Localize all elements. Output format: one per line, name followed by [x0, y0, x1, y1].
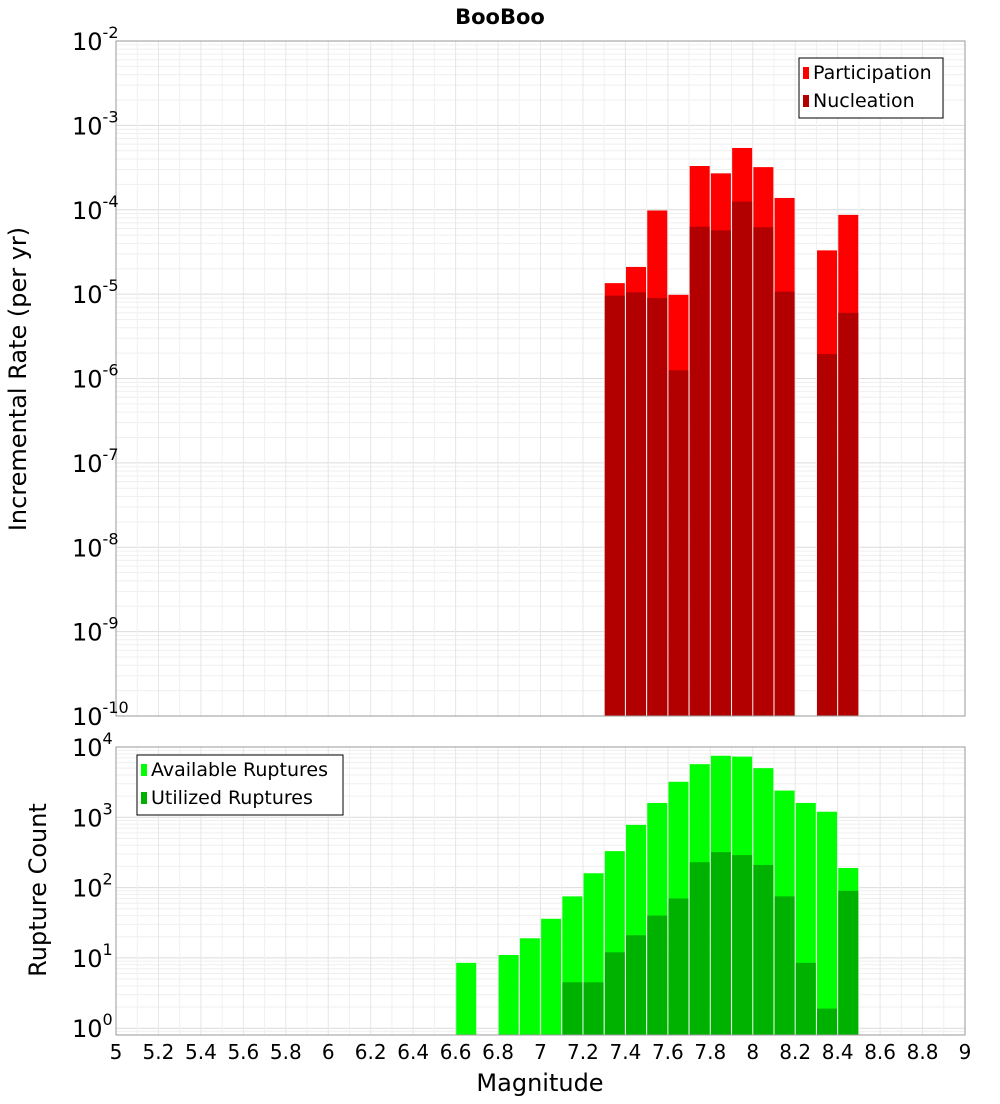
top-bar-nucleation [817, 354, 838, 716]
x-tick-label: 7.4 [609, 1040, 641, 1064]
top-y-tick-label: 10-8 [72, 529, 119, 562]
top-bar-nucleation [689, 226, 710, 716]
x-tick-label: 6.4 [397, 1040, 429, 1064]
bottom-y-tick-label: 104 [72, 729, 113, 762]
bottom-bar-utilized-ruptures [562, 982, 583, 1035]
x-axis-label: Magnitude [476, 1069, 603, 1097]
bottom-legend-box [136, 754, 344, 816]
legend-swatch [141, 764, 147, 776]
x-tick-label: 5 [110, 1040, 123, 1064]
bottom-bar-available-ruptures [456, 962, 477, 1035]
bottom-bar-utilized-ruptures [753, 864, 774, 1035]
bottom-plot-frame [115, 746, 966, 1036]
legend-label: Utilized Ruptures [151, 787, 313, 809]
top-bar-nucleation [838, 312, 859, 716]
x-tick-label: 8.4 [822, 1040, 854, 1064]
bottom-y-tick-label: 102 [72, 870, 113, 903]
x-tick-label: 7.8 [694, 1040, 726, 1064]
top-grid [115, 40, 966, 717]
top-bar-nucleation [626, 292, 647, 716]
x-tick-label: 9 [959, 1040, 972, 1064]
bottom-bar-utilized-ruptures [795, 962, 816, 1035]
x-tick-label: 5.4 [185, 1040, 217, 1064]
top-y-axis-label: Incremental Rate (per yr) [4, 227, 32, 531]
legend-swatch [141, 792, 147, 804]
top-legend-box [798, 57, 944, 119]
x-tick-label: 8 [746, 1040, 759, 1064]
bottom-y-tick-label: 100 [72, 1010, 113, 1043]
top-y-tick-label: 10-6 [72, 361, 119, 394]
top-y-tick-label: 10-7 [72, 445, 119, 478]
top-bar-nucleation [732, 201, 753, 716]
legend-label: Nucleation [813, 90, 915, 112]
bottom-bar-available-ruptures [498, 954, 519, 1035]
bottom-plot: 100 101 102 103 104 5 5.2 5.4 5.6 5.8 6 6.2 6.4 6.6 6.… [72, 729, 971, 1064]
x-tick-label: 8.8 [907, 1040, 939, 1064]
legend-swatch [803, 95, 809, 107]
x-tick-label: 7.2 [567, 1040, 599, 1064]
top-y-tick-label: 10-10 [72, 698, 129, 731]
top-y-tick-label: 10-5 [72, 276, 119, 309]
bottom-bar-available-ruptures [541, 918, 562, 1035]
x-tick-label: 8.2 [779, 1040, 811, 1064]
top-bar-nucleation [604, 295, 625, 716]
bottom-bar-utilized-ruptures [647, 915, 668, 1035]
bottom-y-axis-label: Rupture Count [24, 803, 52, 977]
top-plot: 10-10 10-9 10-8 10-7 10-6 10-5 10-4 10-3 10-2 Par… [72, 23, 966, 731]
top-y-tick-label: 10-3 [72, 107, 119, 140]
legend-label: Available Ruptures [151, 759, 328, 781]
bottom-bar-utilized-ruptures [710, 852, 731, 1035]
x-tick-label: 6.2 [355, 1040, 387, 1064]
bottom-bar-utilized-ruptures [689, 862, 710, 1035]
x-tick-label: 7 [534, 1040, 547, 1064]
bottom-bar-utilized-ruptures [838, 890, 859, 1035]
top-legend: Participation Nucleation [798, 57, 944, 119]
x-tick-label: 6 [322, 1040, 335, 1064]
x-tick-label: 6.8 [482, 1040, 514, 1064]
bottom-bar-utilized-ruptures [583, 982, 604, 1035]
x-tick-label: 5.2 [143, 1040, 175, 1064]
bottom-bar-utilized-ruptures [604, 952, 625, 1035]
x-tick-label: 5.8 [270, 1040, 302, 1064]
top-bars [604, 147, 859, 717]
bottom-bar-utilized-ruptures [817, 1008, 838, 1035]
x-tick-label: 8.6 [864, 1040, 896, 1064]
bottom-bars [456, 755, 859, 1035]
top-bar-nucleation [710, 230, 731, 716]
legend-label: Participation [813, 62, 932, 84]
top-bar-nucleation [753, 227, 774, 716]
x-tick-label: 6.6 [440, 1040, 472, 1064]
top-y-tick-labels: 10-10 10-9 10-8 10-7 10-6 10-5 10-4 10-3 10-2 [72, 23, 129, 731]
top-bar-nucleation [668, 370, 689, 716]
x-tick-label: 7.6 [652, 1040, 684, 1064]
bottom-x-tick-labels: 5 5.2 5.4 5.6 5.8 6 6.2 6.4 6.6 6.8 7 7.2 7.4 7.6 7.8 8… [110, 1040, 972, 1064]
bottom-y-tick-labels: 100 101 102 103 104 [72, 729, 113, 1043]
bottom-bar-utilized-ruptures [626, 935, 647, 1035]
bottom-bar-utilized-ruptures [668, 898, 689, 1035]
bottom-bar-utilized-ruptures [774, 896, 795, 1035]
legend-swatch [803, 67, 809, 79]
top-y-tick-label: 10-4 [72, 192, 119, 225]
top-bar-nucleation [647, 297, 668, 716]
top-plot-frame [115, 40, 966, 717]
top-bar-nucleation [774, 291, 795, 716]
bottom-y-tick-label: 103 [72, 799, 113, 832]
bottom-bar-available-ruptures [519, 938, 540, 1035]
bottom-legend: Available Ruptures Utilized Ruptures [136, 754, 344, 816]
bottom-bar-utilized-ruptures [732, 855, 753, 1035]
chart-title: BooBoo [455, 5, 545, 29]
x-tick-label: 5.6 [227, 1040, 259, 1064]
bottom-bar-available-ruptures [817, 811, 838, 1035]
top-y-tick-label: 10-9 [72, 614, 119, 647]
bottom-y-tick-label: 101 [72, 940, 113, 973]
top-y-tick-label: 10-2 [72, 23, 119, 56]
